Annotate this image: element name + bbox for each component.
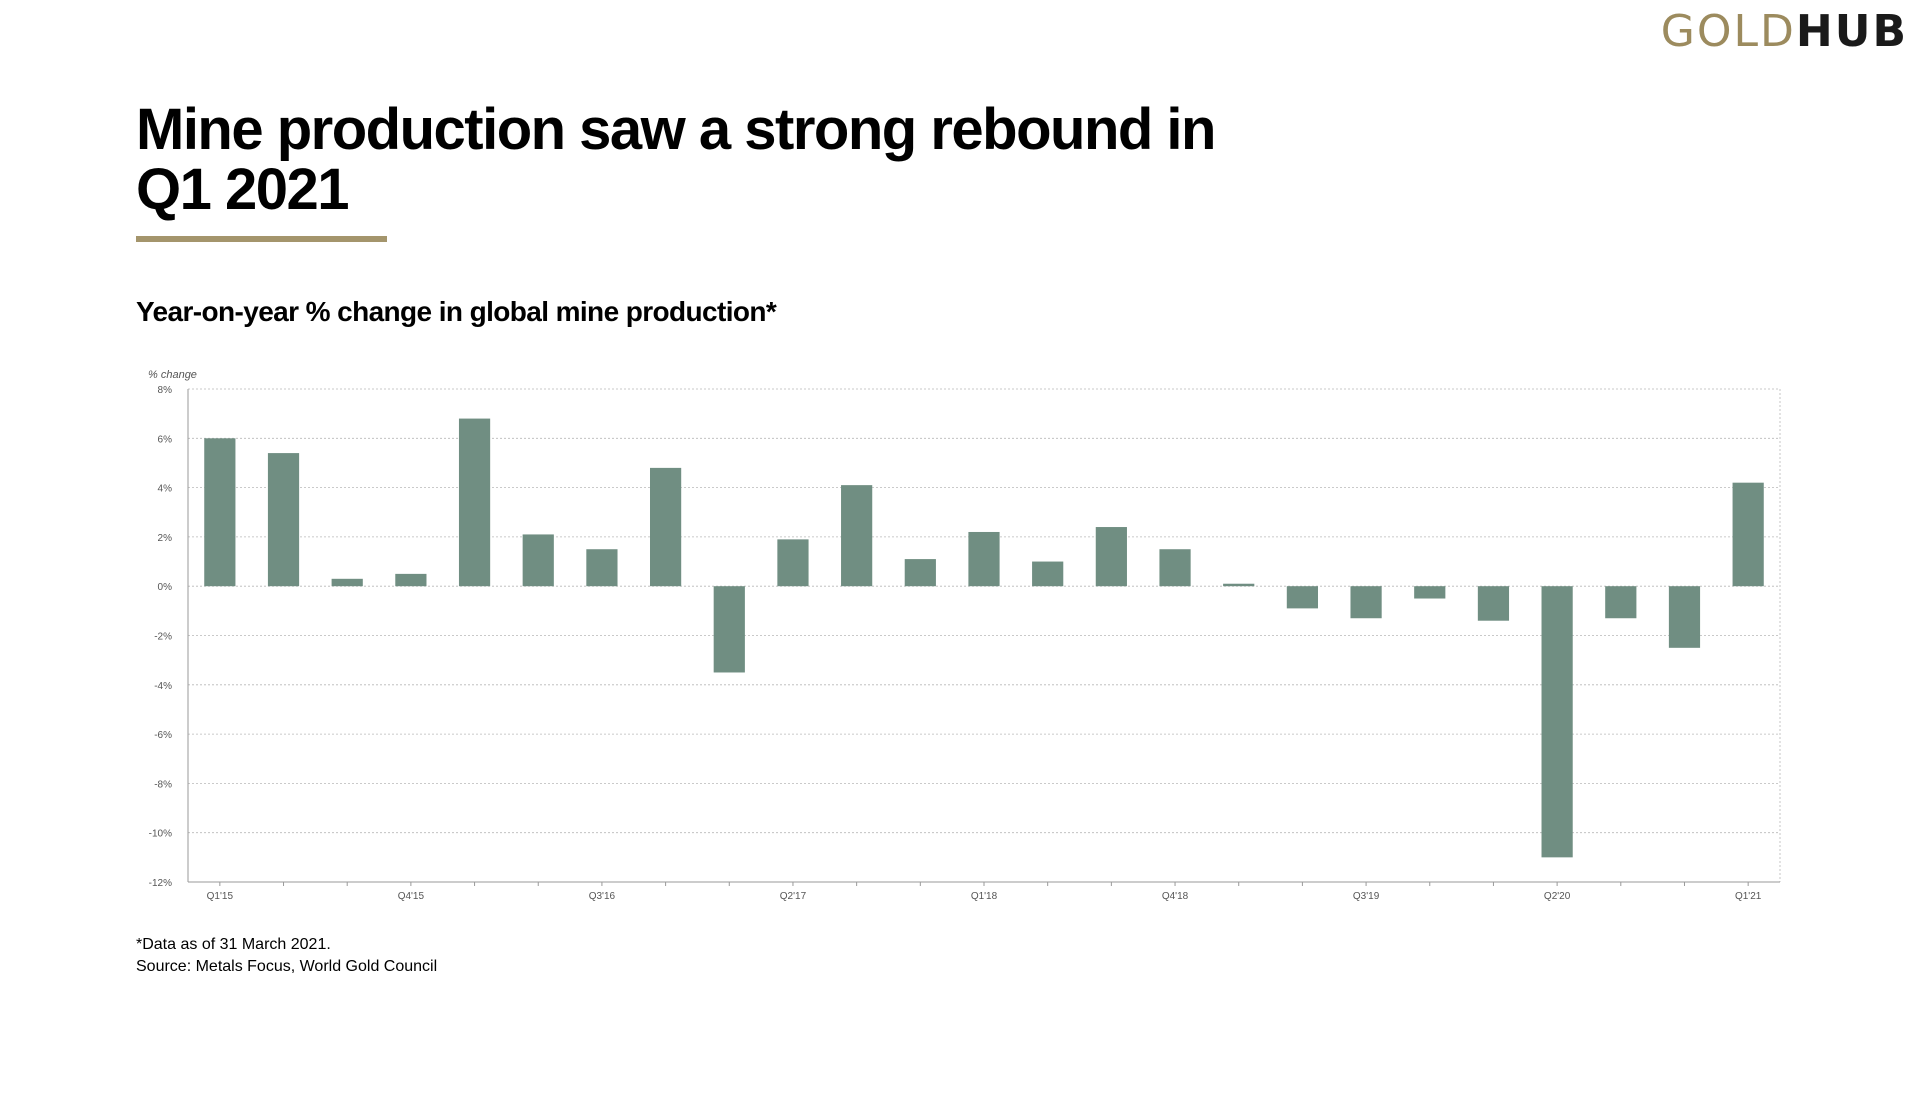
y-tick-label: 2% xyxy=(158,533,173,544)
x-tick-label: Q1'15 xyxy=(207,891,234,902)
x-tick-label: Q2'17 xyxy=(780,891,807,902)
y-tick-label: -8% xyxy=(154,779,172,790)
bar-Q1'21 xyxy=(1732,482,1764,587)
bar-Q3'18 xyxy=(1095,527,1127,587)
bar-Q2'20 xyxy=(1541,586,1573,858)
headline-line-1: Mine production saw a strong rebound in xyxy=(136,97,1216,162)
bar-Q4'20 xyxy=(1668,586,1701,648)
bar-Q2'18 xyxy=(1032,561,1064,587)
y-tick-label: 6% xyxy=(158,434,173,445)
headline-line-2: Q1 2021 xyxy=(136,157,350,222)
logo-gold-text: GOLD xyxy=(1660,6,1796,57)
y-tick-label: 8% xyxy=(158,385,173,396)
bar-Q1'15 xyxy=(204,438,236,587)
y-tick-label: -6% xyxy=(154,730,172,741)
bar-Q2'15 xyxy=(267,453,300,587)
goldhub-logo[interactable]: GOLDHUB xyxy=(1661,10,1908,54)
source-note: Source: Metals Focus, World Gold Council xyxy=(136,958,438,975)
bar-Q4'16 xyxy=(649,467,682,587)
bar-Q3'20 xyxy=(1605,586,1637,619)
x-tick-label: Q1'18 xyxy=(971,891,998,902)
logo-hub-text: HUB xyxy=(1795,6,1908,57)
x-tick-label: Q3'19 xyxy=(1353,891,1380,902)
x-tick-label: Q1'21 xyxy=(1735,891,1762,902)
y-tick-label: -2% xyxy=(154,632,172,643)
bar-Q3'19 xyxy=(1350,586,1382,619)
y-axis-label: % change xyxy=(148,369,197,381)
bar-Q3'15 xyxy=(331,578,363,587)
bar-Q1'17 xyxy=(713,586,745,673)
bar-Q4'19 xyxy=(1414,586,1446,599)
gridlines xyxy=(188,388,1781,882)
x-tick-label: Q3'16 xyxy=(589,891,616,902)
bar-Q4'17 xyxy=(904,559,936,587)
chart-notes: *Data as of 31 March 2021. Source: Metal… xyxy=(136,934,437,978)
bar-Q3'17 xyxy=(841,485,873,587)
bar-Q1'20 xyxy=(1477,586,1510,621)
bar-Q2'19 xyxy=(1286,586,1319,609)
slide-headline: Mine production saw a strong rebound in … xyxy=(136,100,1236,220)
y-tick-label: -12% xyxy=(149,878,172,889)
bar-Q4'15 xyxy=(395,573,427,587)
bar-Q2'16 xyxy=(522,534,554,587)
y-tick-label: -10% xyxy=(149,829,172,840)
bar-Q2'17 xyxy=(777,539,809,587)
chart-title: Year-on-year % change in global mine pro… xyxy=(136,296,777,327)
x-tick-label: Q2'20 xyxy=(1544,891,1571,902)
bar-Q1'19 xyxy=(1223,583,1255,587)
y-tick-label: -4% xyxy=(154,681,172,692)
bar-Q4'18 xyxy=(1159,549,1191,587)
bar-Q1'18 xyxy=(968,531,1000,587)
bars xyxy=(204,418,1764,858)
x-tick-label: Q4'15 xyxy=(398,891,425,902)
headline-underline xyxy=(136,236,387,242)
axes: 8% 6% 4% 2% 0% -2% -4% -6% -8% -10% -12% Q1'15 Q4'15… xyxy=(149,385,1780,902)
bar-Q3'16 xyxy=(586,549,618,587)
bar-Q1'16 xyxy=(458,418,491,587)
y-tick-label: 4% xyxy=(158,484,173,495)
footnote: *Data as of 31 March 2021. xyxy=(136,936,331,953)
y-tick-label: 0% xyxy=(158,582,173,593)
x-tick-label: Q4'18 xyxy=(1162,891,1189,902)
